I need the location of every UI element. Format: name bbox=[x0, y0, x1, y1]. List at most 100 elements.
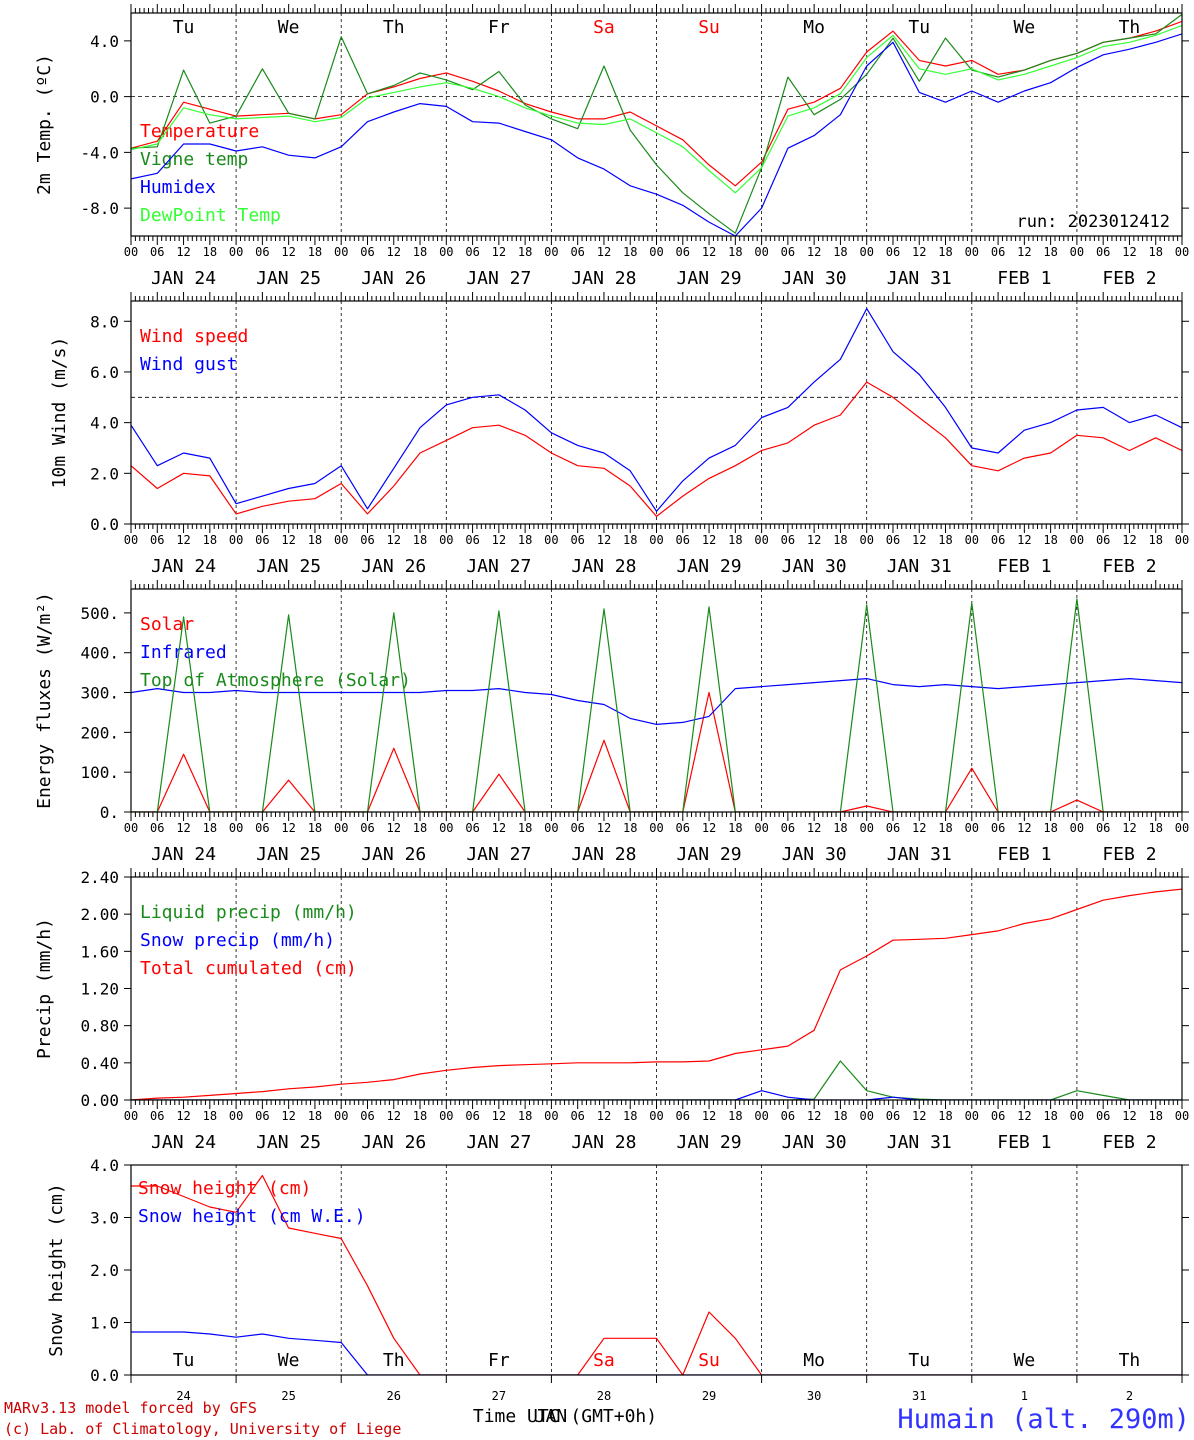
hour-tick-label: 12 bbox=[1122, 533, 1136, 547]
hour-tick-label: 00 bbox=[859, 533, 873, 547]
day-number-label: 26 bbox=[387, 1389, 401, 1403]
hour-tick-label: 00 bbox=[1070, 1109, 1084, 1123]
y-axis-label: Energy fluxes (W/m²) bbox=[34, 592, 55, 809]
hour-tick-label: 00 bbox=[334, 533, 348, 547]
hour-tick-label: 18 bbox=[518, 821, 532, 835]
legend-entry: Temperature bbox=[140, 121, 259, 142]
y-tick-label: 500. bbox=[80, 604, 119, 623]
hour-tick-label: 12 bbox=[492, 533, 506, 547]
plot-frame bbox=[131, 589, 1182, 812]
hour-tick-label: 18 bbox=[728, 821, 742, 835]
hour-tick-label: 00 bbox=[1175, 821, 1189, 835]
hour-tick-label: 06 bbox=[781, 1109, 795, 1123]
date-label: JAN 31 bbox=[887, 1132, 952, 1153]
hour-tick-label: 12 bbox=[1122, 1109, 1136, 1123]
month-overlap-label: JAN bbox=[535, 1406, 568, 1427]
date-label: JAN 27 bbox=[466, 268, 531, 289]
date-label: JAN 31 bbox=[887, 556, 952, 577]
legend-entry: Snow precip (mm/h) bbox=[140, 930, 335, 951]
date-label: JAN 30 bbox=[782, 844, 847, 865]
hour-tick-label: 18 bbox=[938, 821, 952, 835]
date-label: FEB 2 bbox=[1102, 268, 1156, 289]
date-label: JAN 29 bbox=[677, 556, 742, 577]
hour-tick-label: 00 bbox=[1070, 245, 1084, 259]
hour-tick-label: 18 bbox=[413, 533, 427, 547]
weekday-label: Su bbox=[698, 17, 720, 38]
y-tick-label: 0.00 bbox=[80, 1091, 119, 1110]
hour-tick-label: 06 bbox=[886, 245, 900, 259]
hour-tick-label: 00 bbox=[439, 1109, 453, 1123]
hour-tick-label: 06 bbox=[465, 245, 479, 259]
date-label: JAN 25 bbox=[256, 1132, 321, 1153]
hour-tick-label: 00 bbox=[439, 533, 453, 547]
y-tick-label: 2.40 bbox=[80, 868, 119, 887]
hour-tick-label: 00 bbox=[229, 821, 243, 835]
hour-tick-label: 00 bbox=[1070, 533, 1084, 547]
hour-tick-label: 00 bbox=[124, 245, 138, 259]
hour-tick-label: 12 bbox=[807, 821, 821, 835]
hour-tick-label: 18 bbox=[623, 1109, 637, 1123]
hour-tick-label: 18 bbox=[203, 1109, 217, 1123]
hour-tick-label: 06 bbox=[360, 533, 374, 547]
hour-tick-label: 18 bbox=[833, 1109, 847, 1123]
hour-tick-label: 06 bbox=[1096, 1109, 1110, 1123]
weekday-label: Tu bbox=[173, 17, 195, 38]
hour-tick-label: 06 bbox=[676, 1109, 690, 1123]
hour-tick-label: 18 bbox=[938, 245, 952, 259]
hour-tick-label: 12 bbox=[176, 821, 190, 835]
legend-entry: Infrared bbox=[140, 642, 227, 663]
legend-entry: Snow height (cm) bbox=[138, 1178, 311, 1199]
hour-tick-label: 06 bbox=[1096, 533, 1110, 547]
day-number-label: 30 bbox=[807, 1389, 821, 1403]
hour-tick-label: 18 bbox=[1148, 533, 1162, 547]
date-label: JAN 25 bbox=[256, 844, 321, 865]
date-label: FEB 1 bbox=[997, 268, 1051, 289]
date-label: JAN 25 bbox=[256, 556, 321, 577]
hour-tick-label: 12 bbox=[597, 245, 611, 259]
y-tick-label: -8.0 bbox=[80, 199, 119, 218]
hour-tick-label: 06 bbox=[255, 245, 269, 259]
hour-tick-label: 12 bbox=[912, 533, 926, 547]
hour-tick-label: 00 bbox=[649, 533, 663, 547]
hour-tick-label: 00 bbox=[754, 245, 768, 259]
y-tick-label: 3.0 bbox=[90, 1209, 119, 1228]
y-tick-label: 1.20 bbox=[80, 980, 119, 999]
hour-tick-label: 18 bbox=[203, 245, 217, 259]
day-number-label: 1 bbox=[1021, 1389, 1028, 1403]
day-number-label: 2 bbox=[1126, 1389, 1133, 1403]
hour-tick-label: 18 bbox=[1043, 245, 1057, 259]
hour-tick-label: 18 bbox=[1148, 1109, 1162, 1123]
hour-tick-label: 06 bbox=[991, 1109, 1005, 1123]
date-label: JAN 30 bbox=[782, 268, 847, 289]
hour-tick-label: 00 bbox=[229, 533, 243, 547]
date-label: JAN 24 bbox=[151, 268, 216, 289]
model-credit: MARv3.13 model forced by GFS bbox=[4, 1399, 257, 1417]
y-tick-label: 4.0 bbox=[90, 414, 119, 433]
hour-tick-label: 06 bbox=[781, 533, 795, 547]
y-tick-label: 300. bbox=[80, 684, 119, 703]
weekday-label: Mo bbox=[803, 17, 825, 38]
weekday-label: Su bbox=[698, 1350, 720, 1371]
hour-tick-label: 00 bbox=[1175, 245, 1189, 259]
legend-entry: Wind gust bbox=[140, 354, 238, 375]
hour-tick-label: 12 bbox=[597, 1109, 611, 1123]
date-label: FEB 2 bbox=[1102, 844, 1156, 865]
y-tick-label: 0.40 bbox=[80, 1054, 119, 1073]
meteogram-figure: TemperatureVigne tempHumidexDewPoint Tem… bbox=[0, 0, 1194, 1440]
panel-2: Wind speedWind gust0.02.04.06.08.010m Wi… bbox=[49, 292, 1189, 577]
series-line-wind-speed bbox=[131, 382, 1182, 516]
hour-tick-label: 12 bbox=[176, 533, 190, 547]
hour-tick-label: 12 bbox=[176, 245, 190, 259]
hour-tick-label: 00 bbox=[1175, 533, 1189, 547]
y-tick-label: 2.00 bbox=[80, 905, 119, 924]
y-tick-label: 0.0 bbox=[90, 515, 119, 534]
weekday-label: Tu bbox=[173, 1350, 195, 1371]
date-label: JAN 25 bbox=[256, 268, 321, 289]
hour-tick-label: 00 bbox=[334, 821, 348, 835]
hour-tick-label: 00 bbox=[859, 821, 873, 835]
hour-tick-label: 12 bbox=[281, 821, 295, 835]
weekday-label: We bbox=[1014, 1350, 1036, 1371]
date-label: JAN 27 bbox=[466, 556, 531, 577]
hour-tick-label: 18 bbox=[938, 1109, 952, 1123]
y-tick-label: 200. bbox=[80, 723, 119, 742]
